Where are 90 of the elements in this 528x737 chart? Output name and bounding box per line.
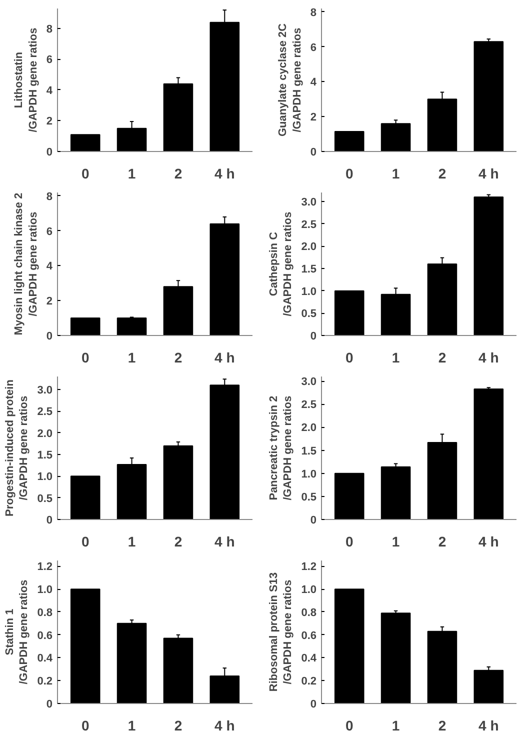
y-tick-label: 1.0 [301, 468, 317, 480]
y-tick-label: 0 [310, 146, 317, 158]
x-tick-label: 4 h [214, 166, 235, 182]
y-tick-label: 2.0 [301, 241, 317, 254]
y-tick-label: 8 [46, 190, 53, 203]
y-tick-label: 0.6 [37, 630, 53, 642]
x-tick-label: 2 [174, 350, 182, 366]
x-tick-label: 2 [174, 166, 182, 182]
x-tick-label: 1 [128, 166, 136, 182]
x-tick-label: 0 [81, 166, 90, 182]
y-tick-label: 8 [310, 6, 317, 19]
x-tick-label: 4 h [478, 718, 499, 734]
y-tick-label: 1.0 [301, 584, 317, 596]
x-tick-label: 0 [345, 718, 354, 734]
y-axis-title: Pancreatic trypsin 2 /GAPDH gene ratios [268, 396, 294, 500]
x-tick-label: 4 h [214, 350, 235, 366]
x-tick-label: 1 [392, 718, 400, 734]
y-tick-label: 2 [310, 112, 317, 124]
x-tick-label: 0 [81, 350, 90, 366]
y-tick-label: 6 [46, 54, 53, 66]
x-tick-label: 1 [128, 534, 136, 550]
y-tick-label: 0 [46, 330, 53, 342]
y-axis-title: Lithostatin /GAPDH gene ratios [12, 28, 40, 132]
y-tick-label: 0.8 [37, 606, 53, 619]
y-tick-label: 0 [310, 330, 317, 342]
y-tick-label: 0.5 [301, 308, 317, 320]
y-tick-label: 0.4 [301, 652, 318, 665]
y-tick-label: 2.5 [301, 399, 317, 412]
x-tick-label: 2 [438, 166, 446, 182]
y-tick-label: 0.2 [37, 676, 53, 688]
y-tick-label: 0 [310, 698, 317, 710]
y-axis-title: Guanylate cyclase 2C /GAPDH gene ratios [276, 23, 304, 137]
x-tick-label: 0 [345, 166, 354, 182]
y-tick-label: 0 [310, 514, 317, 526]
y-tick-label: 2 [46, 296, 53, 308]
y-tick-label: 0 [46, 514, 53, 526]
x-tick-label: 4 h [478, 350, 499, 366]
x-tick-label: 1 [128, 350, 136, 366]
y-tick-label: 4 [310, 76, 318, 89]
y-tick-label: 0 [46, 698, 53, 710]
x-tick-label: 2 [438, 534, 446, 550]
x-tick-label: 2 [174, 718, 182, 734]
y-tick-label: 1.2 [301, 561, 317, 574]
y-tick-label: 2.5 [301, 218, 317, 231]
x-tick-label: 1 [128, 718, 136, 734]
y-tick-label: 1.0 [301, 286, 317, 298]
y-axis-title: Myosin light chain kinase 2 /GAPDH gene ratios [12, 192, 40, 336]
y-tick-label: 4 [46, 260, 54, 273]
x-tick-label: 2 [438, 718, 446, 734]
x-tick-label: 0 [345, 350, 354, 366]
y-tick-label: 1.5 [37, 450, 53, 462]
y-tick-label: 1.0 [37, 471, 53, 484]
x-tick-label: 2 [438, 350, 446, 366]
y-tick-label: 0.4 [37, 652, 54, 665]
y-tick-label: 0.6 [301, 630, 317, 642]
y-tick-label: 2.5 [37, 406, 53, 418]
y-tick-label: 2 [46, 116, 53, 128]
x-tick-label: 0 [81, 718, 90, 734]
y-tick-label: 2.0 [301, 422, 317, 434]
x-tick-label: 0 [81, 534, 90, 550]
y-tick-label: 2.0 [37, 428, 53, 440]
y-axis-title: Ribosomal protein S13 /GAPDH gene ratios [268, 572, 294, 692]
y-tick-label: 6 [46, 226, 53, 238]
x-tick-label: 1 [392, 166, 400, 182]
y-tick-label: 1.2 [37, 561, 53, 574]
y-tick-label: 0.5 [37, 492, 53, 505]
y-axis-title: Progestin-induced protein /GAPDH gene ratios [4, 379, 30, 516]
y-tick-label: 0.8 [301, 606, 317, 619]
x-tick-label: 0 [345, 534, 354, 550]
y-tick-label: 6 [310, 42, 317, 54]
x-tick-label: 1 [392, 350, 400, 366]
x-tick-label: 1 [392, 534, 400, 550]
x-tick-label: 4 h [478, 166, 499, 182]
y-tick-label: 1.5 [301, 263, 317, 276]
y-tick-label: 1.5 [301, 445, 317, 458]
y-tick-label: 4 [46, 84, 54, 97]
x-tick-label: 4 h [214, 718, 235, 734]
x-tick-label: 4 h [214, 534, 235, 550]
y-tick-label: 0.2 [301, 676, 317, 688]
y-tick-label: 0 [46, 146, 53, 158]
y-tick-label: 0.5 [301, 491, 317, 504]
y-tick-label: 8 [46, 23, 53, 36]
x-tick-label: 4 h [478, 534, 499, 550]
y-tick-label: 3.0 [301, 196, 317, 208]
y-tick-label: 3.0 [301, 376, 317, 388]
y-axis-title: Stathin 1 /GAPDH gene ratios [4, 580, 30, 684]
y-tick-label: 1.0 [37, 584, 53, 596]
y-axis-title: Cathepsin C /GAPDH gene ratios [268, 212, 294, 316]
x-tick-label: 2 [174, 534, 182, 550]
y-tick-label: 3.0 [37, 384, 53, 396]
